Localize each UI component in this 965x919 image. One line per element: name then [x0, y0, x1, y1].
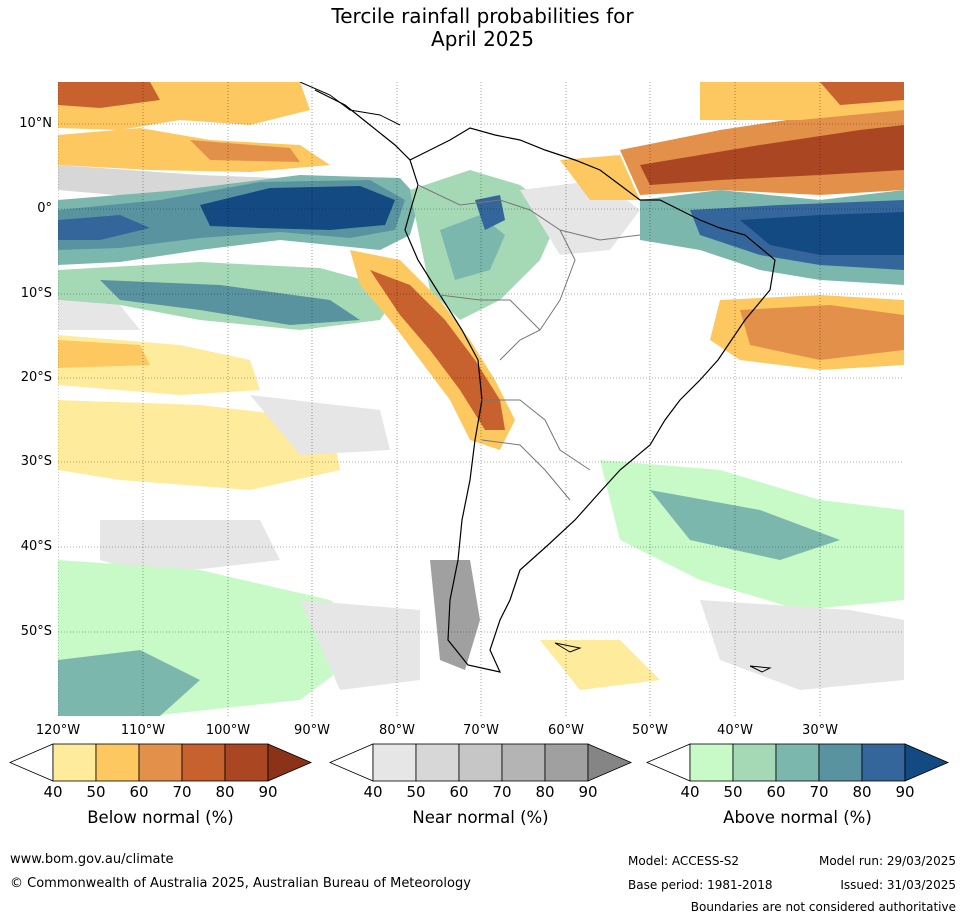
colorbar-segment	[732, 743, 777, 782]
colorbar-segment	[689, 743, 734, 782]
base-period: Base period: 1981-2018	[628, 878, 773, 892]
colorbar-segment	[861, 743, 906, 782]
colorbar-tick-label: 60	[766, 783, 786, 801]
model-run: Model run: 29/03/2025	[818, 854, 956, 868]
colorbar-tick-label: 50	[406, 783, 426, 801]
copyright-text: © Commonwealth of Australia 2025, Austra…	[10, 876, 471, 891]
longitude-label: 40°W	[717, 723, 753, 738]
colorbar-segment	[181, 743, 226, 782]
colorbar-tick-label: 50	[723, 783, 743, 801]
colorbar-tick-label: 40	[363, 783, 383, 801]
latitude-label: 20°S	[20, 370, 52, 385]
model-name: Model: ACCESS-S2	[628, 854, 740, 868]
colorbar-title: Below normal (%)	[87, 808, 234, 827]
colorbar-tick-label: 40	[43, 783, 63, 801]
colorbars	[8, 743, 950, 782]
colorbar-segment	[415, 743, 460, 782]
colorbar-tick-label: 40	[680, 783, 700, 801]
south-america-coastline	[314, 89, 776, 673]
map-title: Tercile rainfall probabilities for April…	[0, 5, 965, 51]
issued-date: Issued: 31/03/2025	[840, 878, 956, 892]
longitude-label: 50°W	[632, 723, 668, 738]
latitude-label: 10°N	[19, 116, 52, 131]
title-line-1: Tercile rainfall probabilities for	[331, 4, 634, 28]
longitude-label: 110°W	[120, 723, 166, 738]
colorbar-tick-label: 80	[852, 783, 872, 801]
colorbar-title: Above normal (%)	[723, 808, 872, 827]
colorbar-tick-label: 70	[172, 783, 192, 801]
colorbar-lower-extension	[328, 743, 374, 782]
latitude-label: 50°S	[20, 624, 52, 639]
colorbar-segment	[224, 743, 269, 782]
colorbar-segment	[458, 743, 503, 782]
colorbar-tick-label: 70	[809, 783, 829, 801]
colorbar-segment	[818, 743, 863, 782]
map-area	[58, 82, 904, 716]
colorbar-tick-label: 80	[535, 783, 555, 801]
colorbar-lower-extension	[8, 743, 54, 782]
colorbar-tick-label: 60	[129, 783, 149, 801]
colorbar-lower-extension	[645, 743, 691, 782]
colorbar-segment	[544, 743, 589, 782]
colorbar-upper-extension	[904, 743, 950, 782]
colorbar-title: Near normal (%)	[412, 808, 549, 827]
longitude-label: 90°W	[294, 723, 330, 738]
longitude-label: 80°W	[379, 723, 415, 738]
colorbar-upper-extension	[267, 743, 313, 782]
longitude-label: 100°W	[205, 723, 251, 738]
longitude-label: 30°W	[802, 723, 838, 738]
longitude-label: 120°W	[35, 723, 81, 738]
colorbar-segment	[501, 743, 546, 782]
colorbar-upper-extension	[587, 743, 633, 782]
latitude-label: 30°S	[20, 454, 52, 469]
colorbar-tick-label: 70	[492, 783, 512, 801]
title-line-2: April 2025	[431, 27, 534, 51]
latitude-label: 10°S	[20, 286, 52, 301]
longitude-label: 60°W	[548, 723, 584, 738]
colorbar-segment	[138, 743, 183, 782]
colorbar-tick-label: 90	[578, 783, 598, 801]
boundaries-disclaimer: Boundaries are not considered authoritat…	[690, 900, 956, 914]
colorbar-tick-label: 50	[86, 783, 106, 801]
colorbar-segment	[95, 743, 140, 782]
colorbar-segment	[52, 743, 97, 782]
colorbar-tick-label: 90	[258, 783, 278, 801]
colorbar-tick-label: 80	[215, 783, 235, 801]
website-link[interactable]: www.bom.gov.au/climate	[10, 852, 174, 867]
colorbar-tick-label: 90	[895, 783, 915, 801]
latitude-label: 0°	[37, 201, 52, 216]
longitude-label: 70°W	[463, 723, 499, 738]
latitude-label: 40°S	[20, 539, 52, 554]
colorbar-segment	[775, 743, 820, 782]
colorbar-tick-label: 60	[449, 783, 469, 801]
colorbar-segment	[372, 743, 417, 782]
